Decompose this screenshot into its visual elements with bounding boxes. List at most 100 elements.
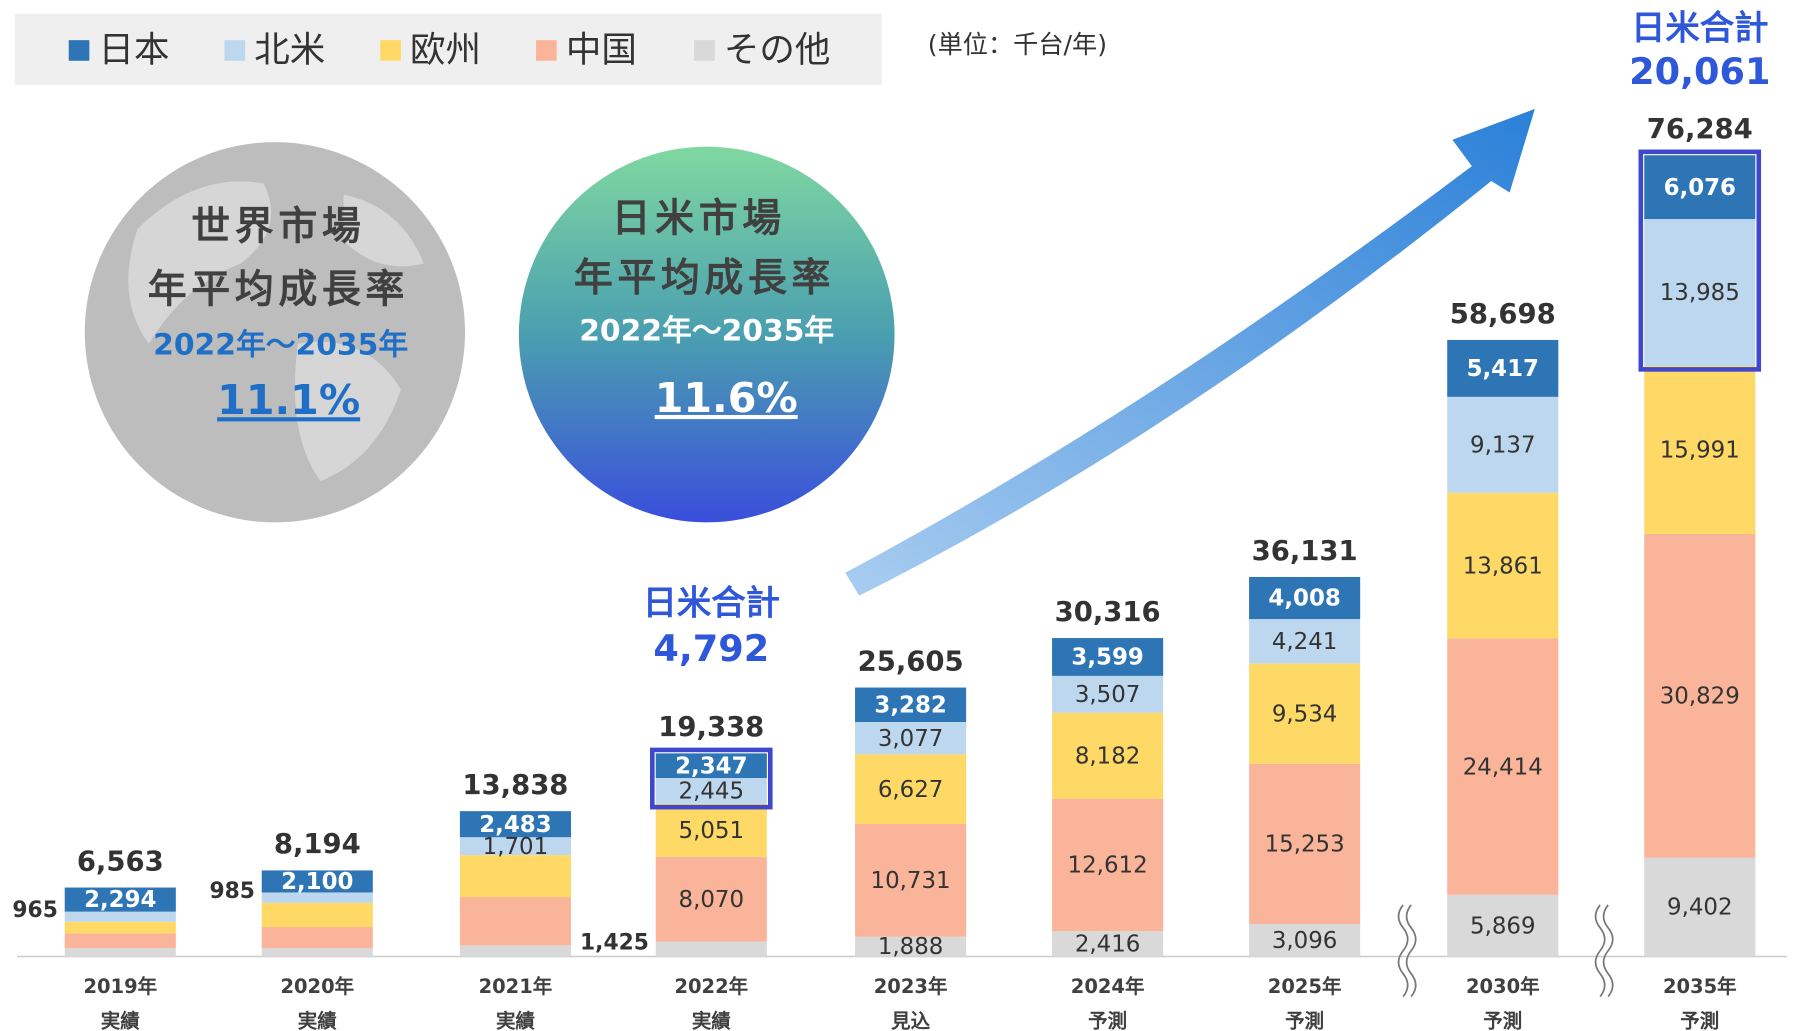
x-tick-note: 予測 — [1483, 1009, 1522, 1031]
value-label: 1,888 — [878, 934, 944, 960]
bar-segment — [1052, 931, 1164, 957]
total-label: 8,194 — [274, 828, 361, 860]
legend: 日本 北米 欧州 中国 その他 — [68, 30, 831, 71]
total-label: 36,131 — [1252, 535, 1358, 567]
bar-segment — [1249, 619, 1361, 664]
value-label: 4,008 — [1268, 586, 1340, 612]
bar-segment — [1052, 712, 1164, 799]
bar-segment — [261, 902, 373, 927]
bar-segment — [1249, 663, 1361, 764]
bar-segment — [855, 936, 967, 957]
value-label: 5,869 — [1470, 913, 1536, 939]
bar-segment — [1447, 894, 1559, 957]
bar-segment — [1447, 396, 1559, 493]
bar-segment — [261, 926, 373, 948]
bar-segment — [1644, 155, 1756, 220]
bar-segment — [64, 948, 176, 957]
total-label: 30,316 — [1055, 596, 1161, 628]
highlight-box — [1638, 149, 1762, 372]
value-label: 15,253 — [1265, 832, 1345, 858]
x-tick-note: 実績 — [692, 1009, 731, 1031]
value-label: 8,182 — [1075, 743, 1141, 769]
bar-segment — [1644, 857, 1756, 957]
world-rate: 11.1% — [217, 376, 360, 424]
bar-segment — [459, 811, 571, 838]
value-label: 15,991 — [1660, 438, 1740, 464]
bar-segment — [1447, 339, 1559, 397]
japan-us-rate: 11.6% — [655, 374, 798, 422]
value-label: 4,241 — [1272, 629, 1338, 655]
bar-segment — [855, 687, 967, 723]
bar-segment — [855, 722, 967, 755]
value-label: 9,534 — [1272, 701, 1338, 727]
value-label: 985 — [209, 879, 254, 904]
bar-segment — [1052, 675, 1164, 713]
unit-label: (単位：千台/年) — [928, 30, 1107, 59]
x-tick-note: 予測 — [1285, 1009, 1324, 1031]
bar-segment — [1644, 533, 1756, 858]
bar-segment — [261, 892, 373, 903]
bar-segment — [655, 803, 767, 857]
bar-segment — [1447, 638, 1559, 895]
bar-segment — [1644, 219, 1756, 366]
continent — [128, 181, 424, 482]
bar-segment — [655, 856, 767, 942]
value-label: 3,599 — [1071, 645, 1143, 671]
bar-segment — [655, 778, 767, 804]
value-label: 2,445 — [679, 779, 745, 805]
value-label: 5,417 — [1467, 356, 1539, 382]
value-label: 2,347 — [675, 753, 747, 779]
bar-segment — [855, 823, 967, 937]
bar-segment — [459, 855, 571, 898]
x-tick-label: 2023年 — [874, 975, 948, 998]
sum-value: 4,792 — [653, 627, 769, 670]
legend-label: その他 — [724, 30, 831, 71]
bar-segment — [1052, 798, 1164, 932]
value-label: 1,701 — [483, 834, 549, 860]
bar-segment — [1447, 492, 1559, 639]
total-label: 58,698 — [1450, 298, 1556, 330]
bar-segment — [1249, 923, 1361, 957]
legend-label: 欧州 — [410, 30, 481, 71]
bar-segment — [261, 947, 373, 957]
bar-segment — [655, 941, 767, 957]
legend-box — [14, 13, 882, 85]
x-tick-label: 2021年 — [479, 975, 553, 998]
bar-segment — [261, 870, 373, 893]
x-tick-note: 予測 — [1680, 1009, 1719, 1031]
bar-segment — [655, 753, 767, 779]
world-period: 2022年～2035年 — [153, 327, 408, 362]
value-label: 3,077 — [878, 726, 944, 752]
world-title: 世界市場 — [191, 205, 365, 250]
bar-segment — [1249, 576, 1361, 620]
legend-swatch — [536, 40, 557, 61]
value-label: 2,294 — [84, 887, 156, 913]
value-label: 5,051 — [679, 818, 745, 844]
value-label: 13,861 — [1463, 553, 1543, 579]
x-tick-label: 2022年 — [674, 975, 748, 998]
value-label: 9,137 — [1470, 432, 1536, 458]
x-tick-note: 見込 — [891, 1009, 930, 1031]
sum-value: 20,061 — [1629, 50, 1770, 93]
bar-segment — [459, 945, 571, 957]
circle — [518, 146, 895, 523]
legend-swatch — [68, 40, 90, 61]
x-tick-label: 2020年 — [280, 975, 354, 998]
x-tick-label: 2019年 — [83, 975, 157, 998]
japan-us-period: 2022年～2035年 — [579, 314, 834, 349]
total-label: 76,284 — [1647, 113, 1753, 145]
x-tick-note: 予測 — [1088, 1009, 1127, 1031]
japan-us-title: 日米市場 — [612, 197, 786, 242]
value-label: 6,076 — [1664, 175, 1736, 201]
x-tick-label: 2030年 — [1466, 975, 1540, 998]
value-label: 3,507 — [1075, 682, 1141, 708]
x-tick-label: 2024年 — [1071, 975, 1145, 998]
total-label: 19,338 — [658, 711, 764, 743]
legend-label: 北米 — [254, 30, 325, 71]
bar-segment — [64, 933, 176, 949]
value-label: 9,402 — [1667, 895, 1733, 921]
value-label: 8,070 — [679, 887, 745, 913]
legend-swatch — [380, 40, 401, 61]
